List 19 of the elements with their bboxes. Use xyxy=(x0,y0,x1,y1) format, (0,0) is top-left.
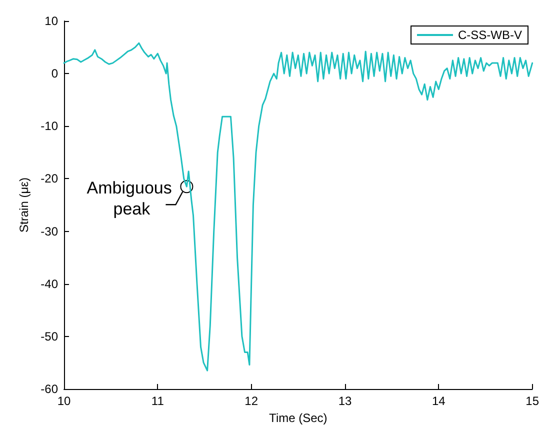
y-tick-label: -50 xyxy=(40,329,58,344)
annotation: Ambiguous peak xyxy=(86,178,177,219)
x-tick-label: 12 xyxy=(244,394,258,408)
y-tick-label: -10 xyxy=(40,119,58,134)
x-tick-label: 14 xyxy=(432,394,446,408)
x-axis-title: Time (Sec) xyxy=(269,410,328,425)
y-tick-label: -40 xyxy=(40,276,58,291)
y-tick-label: -20 xyxy=(40,172,58,186)
y-axis-title: Strain (με) xyxy=(16,178,31,232)
x-tick-label: 10 xyxy=(57,394,71,408)
x-tick-label: 15 xyxy=(526,394,540,408)
y-tick-label: -30 xyxy=(40,224,58,238)
y-tick-label: 0 xyxy=(51,66,58,81)
legend-label: C-SS-WB-V xyxy=(458,28,522,42)
y-tick-label: -60 xyxy=(40,382,58,396)
x-tick-label: 11 xyxy=(151,394,164,408)
line-series xyxy=(63,42,534,372)
y-tick-label: 10 xyxy=(44,14,58,28)
x-tick-label: 13 xyxy=(338,394,352,408)
